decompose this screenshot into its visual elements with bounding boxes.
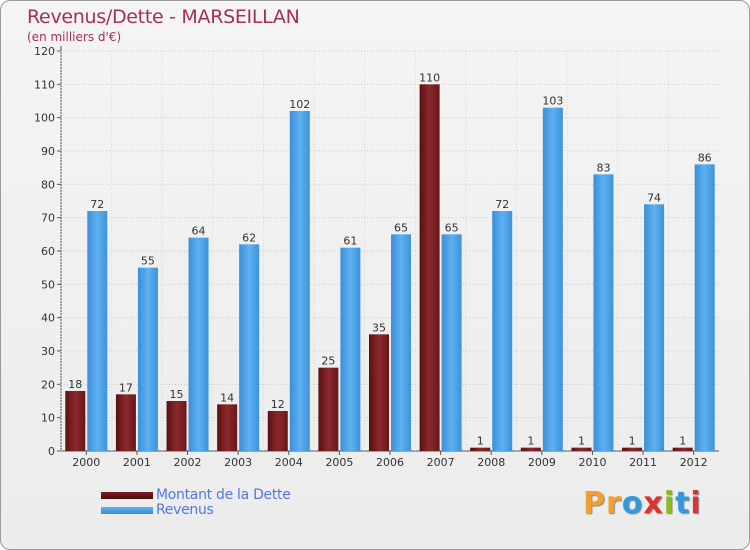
logo-letter: o (621, 486, 644, 521)
x-tick-label: 2007 (427, 456, 455, 469)
bar-revenus (441, 234, 462, 451)
data-label: 14 (220, 391, 234, 404)
logo-letter: t (675, 486, 691, 521)
proxiti-logo: Proxiti (583, 486, 702, 521)
data-label: 25 (321, 355, 335, 368)
bar-dette (571, 447, 592, 451)
data-label: 74 (647, 191, 661, 204)
bar-dette (470, 447, 491, 451)
y-tick-label: 20 (41, 378, 55, 391)
bar-dette (520, 447, 541, 451)
legend-label-dette: Montant de la Dette (156, 487, 291, 503)
data-label: 12 (271, 398, 285, 411)
x-tick-label: 2011 (629, 456, 657, 469)
data-label: 15 (170, 388, 184, 401)
legend-swatch-dette (101, 491, 153, 499)
x-tick-label: 2003 (224, 456, 252, 469)
bar-revenus (593, 174, 614, 452)
y-tick-label: 120 (34, 45, 55, 58)
legend-label-revenus: Revenus (156, 502, 214, 518)
x-tick-label: 2005 (325, 456, 353, 469)
data-label: 72 (90, 198, 104, 211)
labels-layer: 0 10 20 30 40 50 60 70 80 90 100 110 120 2000 18 72 2001… (34, 45, 712, 469)
bar-dette (65, 391, 86, 451)
bars-layer (65, 84, 715, 452)
bar-revenus (137, 267, 158, 451)
data-label: 72 (495, 198, 509, 211)
x-tick-label: 2009 (528, 456, 556, 469)
bar-revenus (492, 211, 513, 451)
bar-revenus (239, 244, 260, 451)
legend-swatch-revenus (101, 506, 153, 514)
y-tick-label: 40 (41, 312, 55, 325)
data-label: 102 (289, 98, 310, 111)
bar-dette (115, 394, 136, 451)
bar-dette (217, 404, 238, 451)
data-label: 61 (343, 235, 357, 248)
legend-item-revenus: Revenus (101, 502, 214, 518)
logo-letter: r (606, 486, 622, 521)
x-tick-label: 2000 (72, 456, 100, 469)
x-tick-label: 2006 (376, 456, 404, 469)
data-label: 65 (394, 221, 408, 234)
bar-revenus (391, 234, 411, 451)
data-label: 110 (419, 71, 440, 84)
chart-subtitle: (en milliers d'€) (27, 30, 122, 44)
chart-title: Revenus/Dette - MARSEILLAN (27, 6, 300, 28)
data-label: 62 (242, 231, 256, 244)
x-tick-label: 2004 (275, 456, 303, 469)
logo-letter: P (583, 486, 606, 521)
y-tick-label: 70 (41, 212, 55, 225)
y-tick-label: 100 (34, 112, 55, 125)
bar-dette (369, 334, 389, 451)
y-tick-label: 0 (48, 445, 55, 458)
bar-revenus (644, 204, 665, 451)
data-label: 1 (629, 435, 636, 448)
data-label: 55 (141, 255, 155, 268)
data-label: 1 (527, 435, 534, 448)
bar-revenus (289, 111, 310, 451)
logo-letter: x (643, 486, 664, 521)
bar-dette (166, 401, 187, 451)
data-label: 17 (119, 381, 133, 394)
bar-dette (267, 411, 288, 451)
x-tick-label: 2008 (477, 456, 505, 469)
bar-dette (318, 367, 339, 451)
y-tick-label: 30 (41, 345, 55, 358)
y-tick-label: 10 (41, 412, 55, 425)
legend-item-dette: Montant de la Dette (101, 487, 291, 503)
data-label: 83 (596, 161, 610, 174)
bar-revenus (340, 247, 361, 451)
y-tick-label: 60 (41, 245, 55, 258)
x-tick-label: 2002 (174, 456, 202, 469)
data-label: 1 (679, 435, 686, 448)
data-label: 1 (477, 435, 484, 448)
x-tick-label: 2012 (680, 456, 708, 469)
y-tick-label: 110 (34, 78, 55, 91)
data-label: 64 (192, 225, 206, 238)
x-tick-label: 2010 (578, 456, 606, 469)
bar-revenus (694, 164, 715, 452)
data-label: 65 (445, 221, 459, 234)
x-tick-label: 2001 (123, 456, 151, 469)
bar-dette (622, 447, 643, 451)
data-label: 1 (578, 435, 585, 448)
data-label: 103 (542, 95, 563, 108)
logo-letter: i (690, 486, 702, 521)
data-label: 86 (698, 151, 712, 164)
y-tick-label: 80 (41, 178, 55, 191)
logo-letter: i (663, 486, 676, 521)
y-tick-label: 50 (41, 278, 55, 291)
data-label: 18 (68, 378, 82, 391)
bar-dette (419, 84, 440, 451)
bar-revenus (542, 107, 563, 452)
bar-dette (672, 447, 693, 451)
data-label: 35 (372, 321, 386, 334)
bar-revenus (188, 237, 209, 451)
bar-revenus (87, 211, 108, 451)
y-tick-label: 90 (41, 145, 55, 158)
